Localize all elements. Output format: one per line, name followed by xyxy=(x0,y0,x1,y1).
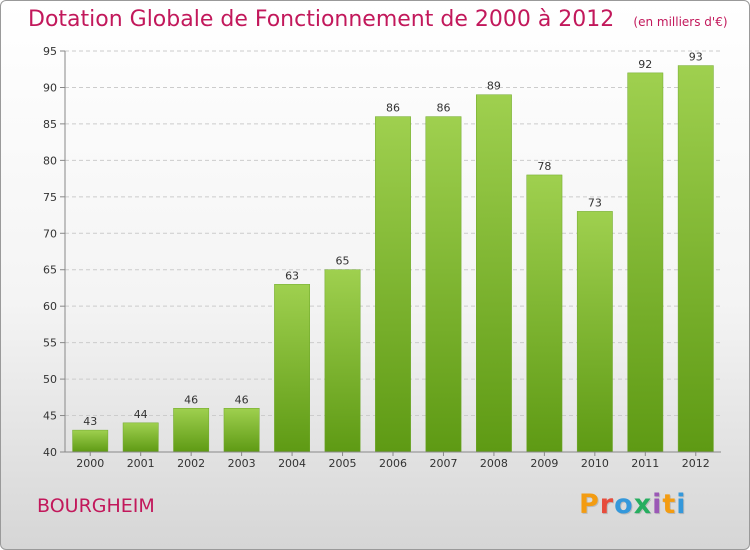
y-tick-label: 60 xyxy=(43,300,57,313)
bar-layer xyxy=(72,65,714,453)
bar-2012 xyxy=(677,65,714,453)
bar-2006 xyxy=(375,116,411,453)
value-label: 46 xyxy=(235,393,249,406)
brand-letter: r xyxy=(599,489,615,520)
x-tick-label: 2006 xyxy=(379,457,407,470)
brand-letter: o xyxy=(614,489,634,520)
x-tick-label: 2010 xyxy=(581,457,609,470)
x-tick-label: 2002 xyxy=(177,457,205,470)
y-tick-label: 85 xyxy=(43,118,57,131)
y-tick-label: 40 xyxy=(43,446,57,459)
x-tick-label: 2007 xyxy=(429,457,457,470)
title-row: Dotation Globale de Fonctionnement de 20… xyxy=(28,7,728,32)
bar-2011 xyxy=(627,72,664,453)
bar-2008 xyxy=(476,94,512,453)
y-tick-label: 95 xyxy=(43,45,57,58)
value-label: 93 xyxy=(689,51,703,64)
value-label: 92 xyxy=(638,58,652,71)
value-label: 43 xyxy=(83,415,97,428)
bar-2000 xyxy=(72,429,109,453)
x-tick-label: 2012 xyxy=(682,457,710,470)
brand-letter: i xyxy=(652,489,663,520)
y-tick-label: 45 xyxy=(43,410,57,423)
brand-logo: Proxiti xyxy=(579,489,687,520)
x-tick-label: 2003 xyxy=(228,457,256,470)
value-label: 89 xyxy=(487,80,501,93)
x-tick-label: 2005 xyxy=(329,457,357,470)
bar-2010 xyxy=(576,211,613,453)
bar-2001 xyxy=(122,422,159,453)
x-tick-label: 2008 xyxy=(480,457,508,470)
y-tick-label: 80 xyxy=(43,154,57,167)
bar-2005 xyxy=(324,269,361,453)
commune-name: BOURGHEIM xyxy=(37,495,155,517)
value-label: 46 xyxy=(184,393,198,406)
value-label: 86 xyxy=(386,102,400,115)
value-label: 78 xyxy=(537,160,551,173)
bar-2009 xyxy=(526,174,563,453)
brand-letter: i xyxy=(676,489,687,520)
bar-2002 xyxy=(173,408,210,453)
chart-unit: (en milliers d'€) xyxy=(633,15,728,29)
chart-title: Dotation Globale de Fonctionnement de 20… xyxy=(28,7,615,32)
x-tick-label: 2004 xyxy=(278,457,306,470)
axis-layer: 40 45 50 55 60 65 70 75 80 85 90 95 2000 2001 2002 2003… xyxy=(43,45,721,470)
bar-2003 xyxy=(223,408,260,453)
value-label: 44 xyxy=(134,408,148,421)
label-layer: 43 44 46 46 63 65 86 86 89 78 73 92 93 xyxy=(83,51,703,429)
x-tick-label: 2009 xyxy=(530,457,558,470)
bar-2004 xyxy=(274,284,310,453)
y-tick-label: 50 xyxy=(43,373,57,386)
x-tick-label: 2001 xyxy=(127,457,155,470)
y-tick-label: 55 xyxy=(43,337,57,350)
value-label: 86 xyxy=(436,102,450,115)
value-label: 65 xyxy=(336,255,350,268)
value-label: 73 xyxy=(588,196,602,209)
brand-letter: P xyxy=(579,489,600,520)
y-tick-label: 75 xyxy=(43,191,57,204)
bar-2007 xyxy=(425,116,462,453)
y-tick-label: 65 xyxy=(43,264,57,277)
brand-letter: t xyxy=(662,489,677,520)
x-tick-label: 2011 xyxy=(631,457,659,470)
value-label: 63 xyxy=(285,269,299,282)
x-tick-label: 2000 xyxy=(76,457,104,470)
y-tick-label: 90 xyxy=(43,81,57,94)
y-tick-label: 70 xyxy=(43,227,57,240)
brand-letter: x xyxy=(633,489,653,520)
